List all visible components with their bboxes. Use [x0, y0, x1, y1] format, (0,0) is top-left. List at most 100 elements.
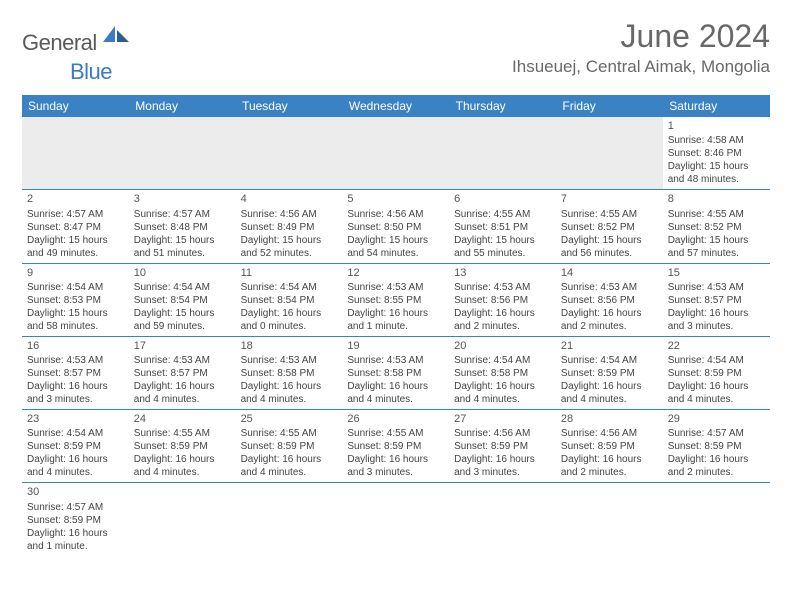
- calendar-cell: 7Sunrise: 4:55 AMSunset: 8:52 PMDaylight…: [556, 190, 663, 263]
- calendar-cell: 14Sunrise: 4:53 AMSunset: 8:56 PMDayligh…: [556, 263, 663, 336]
- sunset-line: Sunset: 8:56 PM: [454, 294, 551, 307]
- sunrise-line: Sunrise: 4:55 AM: [134, 427, 231, 440]
- logo: General: [22, 18, 131, 61]
- daylight-line: Daylight: 16 hours and 4 minutes.: [27, 453, 124, 479]
- sunrise-line: Sunrise: 4:54 AM: [134, 281, 231, 294]
- sunrise-line: Sunrise: 4:54 AM: [241, 281, 338, 294]
- calendar-cell: 5Sunrise: 4:56 AMSunset: 8:50 PMDaylight…: [342, 190, 449, 263]
- sunset-line: Sunset: 8:58 PM: [454, 367, 551, 380]
- calendar-cell: 1Sunrise: 4:58 AMSunset: 8:46 PMDaylight…: [663, 117, 770, 190]
- sunset-line: Sunset: 8:59 PM: [668, 440, 765, 453]
- sunset-line: Sunset: 8:51 PM: [454, 221, 551, 234]
- calendar-row: 2Sunrise: 4:57 AMSunset: 8:47 PMDaylight…: [22, 190, 770, 263]
- day-number: 11: [241, 266, 338, 280]
- sunset-line: Sunset: 8:59 PM: [134, 440, 231, 453]
- sunrise-line: Sunrise: 4:53 AM: [454, 281, 551, 294]
- calendar-cell: 30Sunrise: 4:57 AMSunset: 8:59 PMDayligh…: [22, 483, 129, 556]
- weekday-header: Tuesday: [236, 95, 343, 117]
- sunset-line: Sunset: 8:52 PM: [561, 221, 658, 234]
- daylight-line: Daylight: 16 hours and 3 minutes.: [347, 453, 444, 479]
- sunrise-line: Sunrise: 4:57 AM: [668, 427, 765, 440]
- day-number: 19: [347, 339, 444, 353]
- calendar-cell: [449, 117, 556, 190]
- sunrise-line: Sunrise: 4:55 AM: [561, 208, 658, 221]
- daylight-line: Daylight: 16 hours and 2 minutes.: [561, 453, 658, 479]
- weekday-header: Monday: [129, 95, 236, 117]
- calendar-cell: 25Sunrise: 4:55 AMSunset: 8:59 PMDayligh…: [236, 410, 343, 483]
- calendar-row: 23Sunrise: 4:54 AMSunset: 8:59 PMDayligh…: [22, 410, 770, 483]
- day-number: 23: [27, 412, 124, 426]
- sunset-line: Sunset: 8:47 PM: [27, 221, 124, 234]
- calendar-cell: 27Sunrise: 4:56 AMSunset: 8:59 PMDayligh…: [449, 410, 556, 483]
- day-number: 6: [454, 192, 551, 206]
- day-number: 8: [668, 192, 765, 206]
- calendar-cell: 9Sunrise: 4:54 AMSunset: 8:53 PMDaylight…: [22, 263, 129, 336]
- daylight-line: Daylight: 16 hours and 3 minutes.: [668, 307, 765, 333]
- daylight-line: Daylight: 15 hours and 55 minutes.: [454, 234, 551, 260]
- day-number: 13: [454, 266, 551, 280]
- day-number: 29: [668, 412, 765, 426]
- daylight-line: Daylight: 15 hours and 54 minutes.: [347, 234, 444, 260]
- calendar-cell: 16Sunrise: 4:53 AMSunset: 8:57 PMDayligh…: [22, 336, 129, 409]
- calendar-cell: [342, 117, 449, 190]
- daylight-line: Daylight: 16 hours and 4 minutes.: [454, 380, 551, 406]
- calendar-body: 1Sunrise: 4:58 AMSunset: 8:46 PMDaylight…: [22, 117, 770, 556]
- day-number: 24: [134, 412, 231, 426]
- day-number: 12: [347, 266, 444, 280]
- calendar-cell: [663, 483, 770, 556]
- sunset-line: Sunset: 8:59 PM: [347, 440, 444, 453]
- day-number: 15: [668, 266, 765, 280]
- calendar-cell: [556, 483, 663, 556]
- calendar-cell: 28Sunrise: 4:56 AMSunset: 8:59 PMDayligh…: [556, 410, 663, 483]
- sunrise-line: Sunrise: 4:54 AM: [27, 281, 124, 294]
- sunrise-line: Sunrise: 4:56 AM: [454, 427, 551, 440]
- sunrise-line: Sunrise: 4:53 AM: [668, 281, 765, 294]
- day-number: 2: [27, 192, 124, 206]
- sunrise-line: Sunrise: 4:57 AM: [27, 501, 124, 514]
- sunrise-line: Sunrise: 4:55 AM: [241, 427, 338, 440]
- daylight-line: Daylight: 16 hours and 3 minutes.: [454, 453, 551, 479]
- calendar-cell: 6Sunrise: 4:55 AMSunset: 8:51 PMDaylight…: [449, 190, 556, 263]
- sunrise-line: Sunrise: 4:54 AM: [561, 354, 658, 367]
- calendar-cell: 18Sunrise: 4:53 AMSunset: 8:58 PMDayligh…: [236, 336, 343, 409]
- calendar-cell: [449, 483, 556, 556]
- calendar-cell: [236, 117, 343, 190]
- calendar-cell: 15Sunrise: 4:53 AMSunset: 8:57 PMDayligh…: [663, 263, 770, 336]
- sunrise-line: Sunrise: 4:53 AM: [134, 354, 231, 367]
- daylight-line: Daylight: 15 hours and 59 minutes.: [134, 307, 231, 333]
- month-title: June 2024: [512, 18, 770, 55]
- calendar-cell: [342, 483, 449, 556]
- daylight-line: Daylight: 16 hours and 1 minute.: [27, 527, 124, 553]
- calendar-cell: 4Sunrise: 4:56 AMSunset: 8:49 PMDaylight…: [236, 190, 343, 263]
- day-number: 17: [134, 339, 231, 353]
- daylight-line: Daylight: 15 hours and 51 minutes.: [134, 234, 231, 260]
- daylight-line: Daylight: 15 hours and 49 minutes.: [27, 234, 124, 260]
- sunrise-line: Sunrise: 4:54 AM: [668, 354, 765, 367]
- daylight-line: Daylight: 16 hours and 3 minutes.: [27, 380, 124, 406]
- sunrise-line: Sunrise: 4:58 AM: [668, 134, 765, 147]
- daylight-line: Daylight: 15 hours and 56 minutes.: [561, 234, 658, 260]
- daylight-line: Daylight: 16 hours and 4 minutes.: [241, 380, 338, 406]
- sunset-line: Sunset: 8:55 PM: [347, 294, 444, 307]
- calendar-cell: 23Sunrise: 4:54 AMSunset: 8:59 PMDayligh…: [22, 410, 129, 483]
- calendar-cell: 20Sunrise: 4:54 AMSunset: 8:58 PMDayligh…: [449, 336, 556, 409]
- calendar-cell: 21Sunrise: 4:54 AMSunset: 8:59 PMDayligh…: [556, 336, 663, 409]
- sunset-line: Sunset: 8:57 PM: [668, 294, 765, 307]
- daylight-line: Daylight: 15 hours and 52 minutes.: [241, 234, 338, 260]
- sunset-line: Sunset: 8:57 PM: [134, 367, 231, 380]
- sunrise-line: Sunrise: 4:54 AM: [454, 354, 551, 367]
- sunrise-line: Sunrise: 4:54 AM: [27, 427, 124, 440]
- sunset-line: Sunset: 8:58 PM: [241, 367, 338, 380]
- day-number: 26: [347, 412, 444, 426]
- sunrise-line: Sunrise: 4:53 AM: [347, 354, 444, 367]
- daylight-line: Daylight: 15 hours and 48 minutes.: [668, 160, 765, 186]
- weekday-header: Saturday: [663, 95, 770, 117]
- calendar-cell: 29Sunrise: 4:57 AMSunset: 8:59 PMDayligh…: [663, 410, 770, 483]
- daylight-line: Daylight: 16 hours and 4 minutes.: [241, 453, 338, 479]
- day-number: 5: [347, 192, 444, 206]
- daylight-line: Daylight: 16 hours and 1 minute.: [347, 307, 444, 333]
- day-number: 28: [561, 412, 658, 426]
- sunset-line: Sunset: 8:54 PM: [241, 294, 338, 307]
- calendar-cell: 13Sunrise: 4:53 AMSunset: 8:56 PMDayligh…: [449, 263, 556, 336]
- title-block: June 2024 Ihsueuej, Central Aimak, Mongo…: [512, 18, 770, 77]
